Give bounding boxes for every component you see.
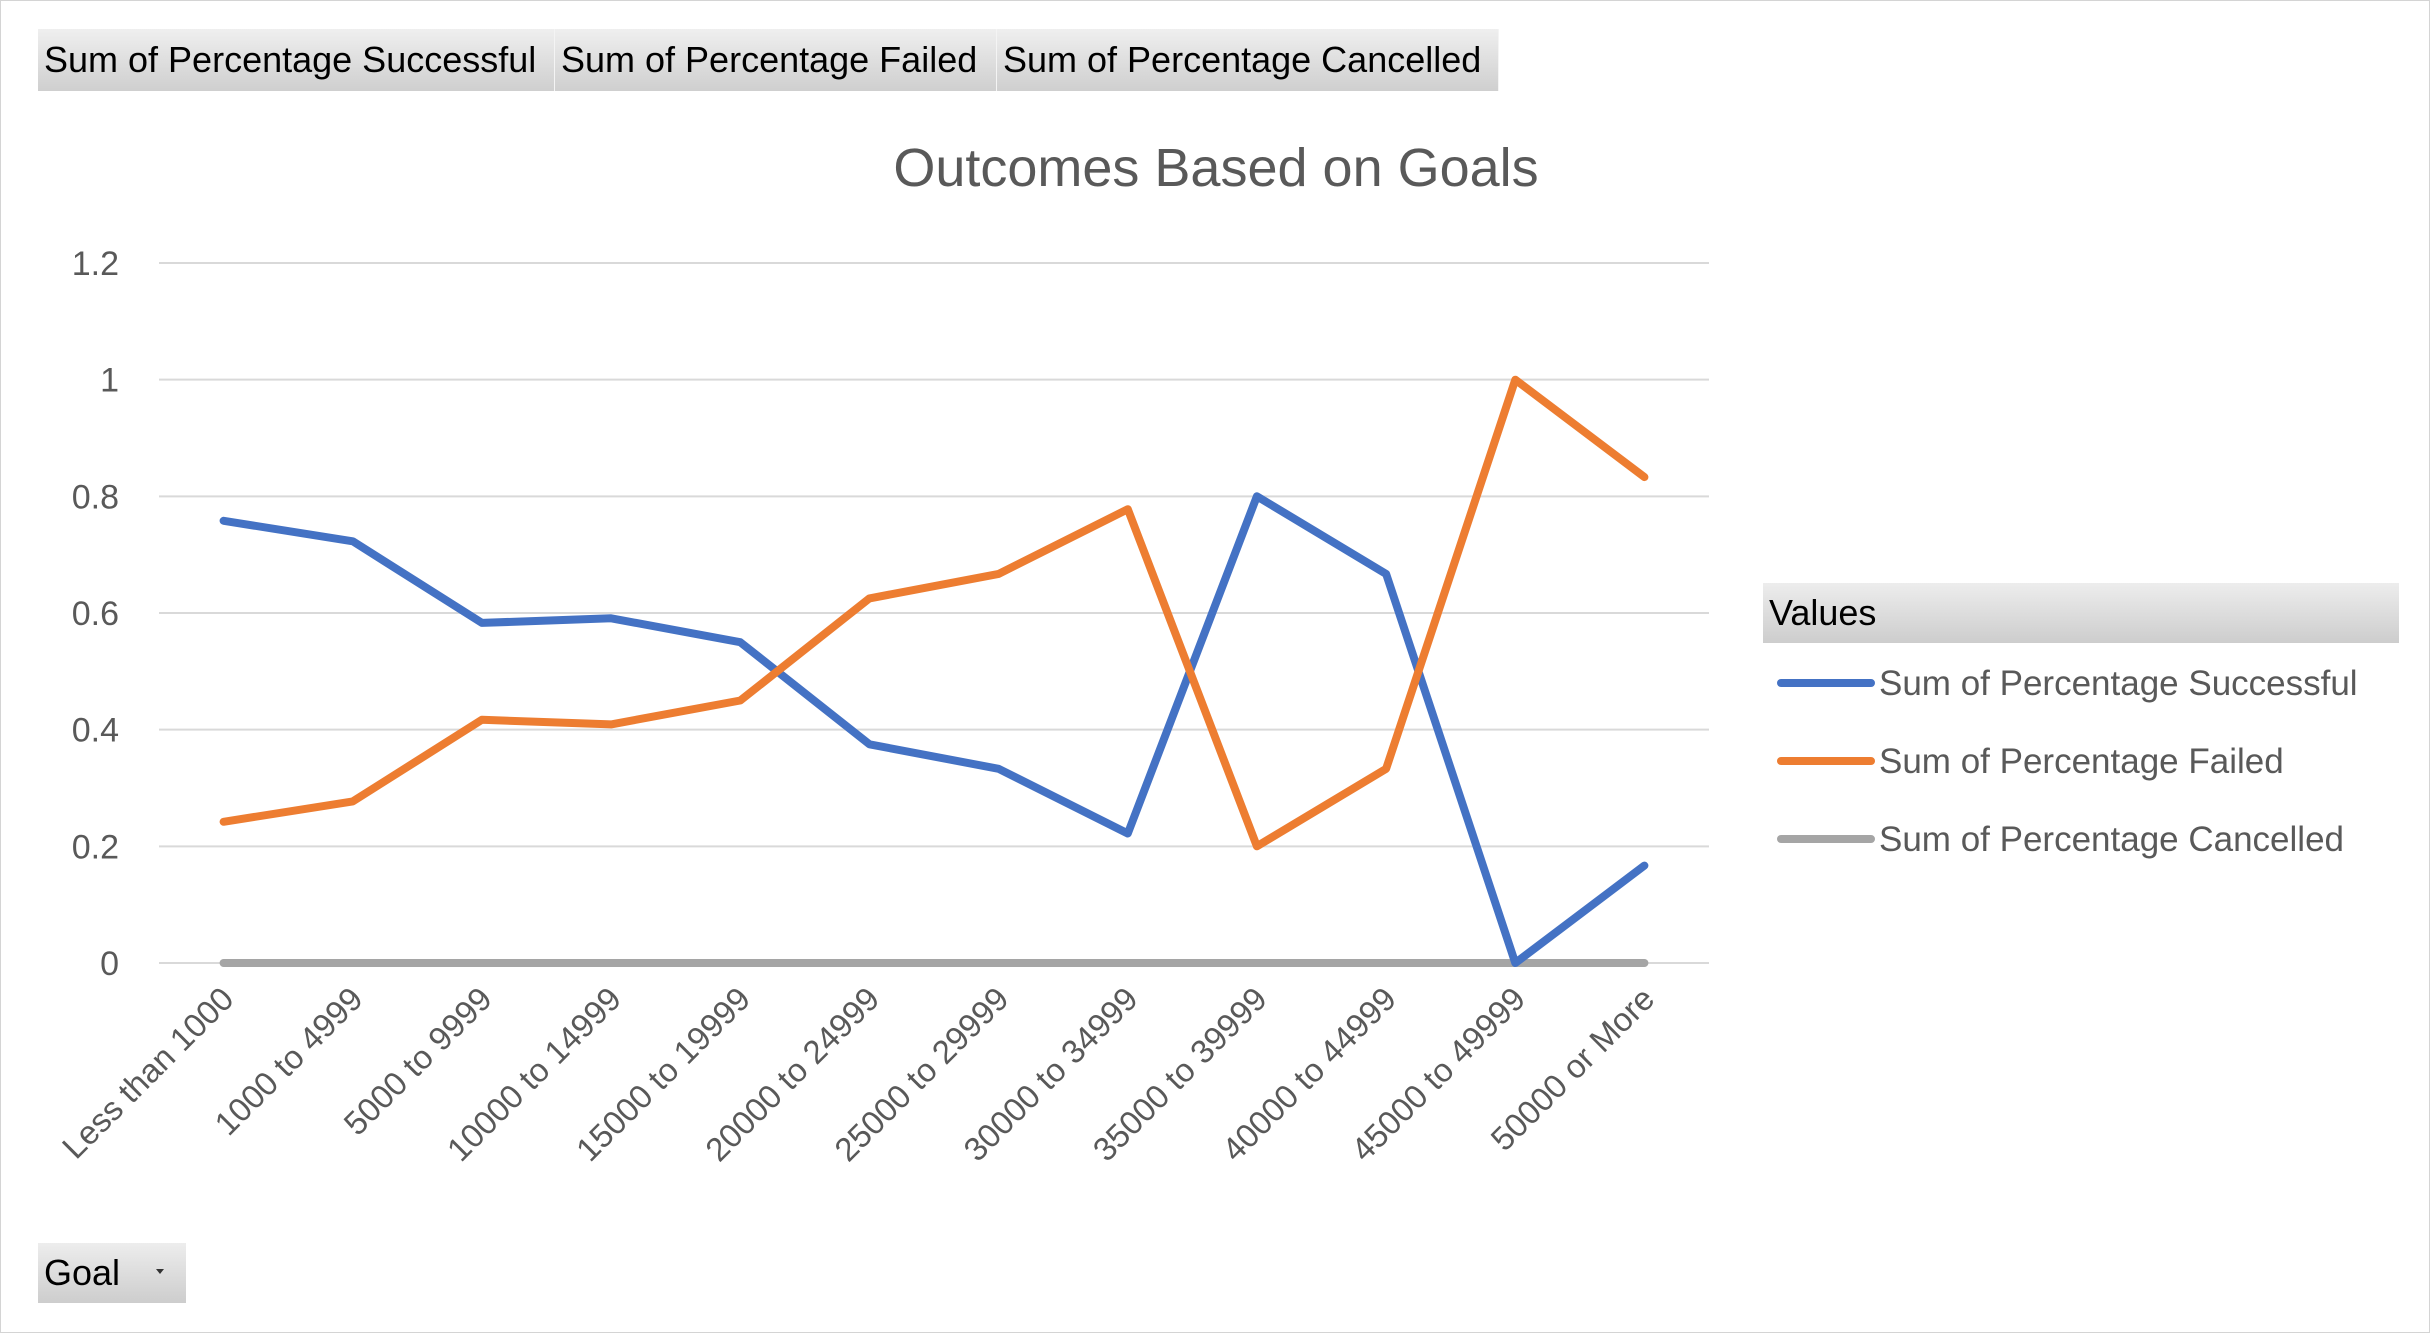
y-tick-label: 1.2 bbox=[72, 245, 119, 283]
legend-header-values[interactable]: Values bbox=[1763, 583, 2399, 643]
legend-label[interactable]: Sum of Percentage Successful bbox=[1879, 664, 2358, 703]
y-tick-label: 0 bbox=[100, 945, 119, 983]
pivot-field-cancelled-button[interactable]: Sum of Percentage Cancelled bbox=[997, 29, 1499, 91]
goal-filter-label: Goal bbox=[44, 1252, 121, 1293]
series-lines bbox=[219, 375, 1649, 967]
y-tick-label: 1 bbox=[100, 362, 119, 400]
legend-label[interactable]: Sum of Percentage Cancelled bbox=[1879, 820, 2344, 859]
series-line-1[interactable] bbox=[219, 375, 1649, 851]
legend-label[interactable]: Sum of Percentage Failed bbox=[1879, 742, 2284, 781]
x-tick-label: Less than 1000 bbox=[55, 980, 241, 1166]
series-line-0[interactable] bbox=[219, 492, 1649, 967]
legend: Sum of Percentage Successful Sum of Perce… bbox=[1777, 664, 2358, 859]
gridlines bbox=[159, 262, 1709, 964]
y-tick-label: 0.2 bbox=[72, 828, 119, 866]
y-tick-label: 0.6 bbox=[72, 595, 119, 633]
goal-filter-button[interactable]: Goal bbox=[38, 1243, 186, 1303]
y-tick-label: 0.8 bbox=[72, 478, 119, 516]
pivot-field-successful-button[interactable]: Sum of Percentage Successful bbox=[38, 29, 555, 91]
dropdown-arrow-icon[interactable] bbox=[156, 1269, 164, 1274]
y-tick-label: 0.4 bbox=[72, 712, 119, 750]
chart-title: Outcomes Based on Goals bbox=[893, 138, 1538, 198]
pivot-field-failed-button[interactable]: Sum of Percentage Failed bbox=[555, 29, 997, 91]
y-axis-ticks: 0 0.2 0.4 0.6 0.8 1 1.2 bbox=[72, 245, 119, 983]
